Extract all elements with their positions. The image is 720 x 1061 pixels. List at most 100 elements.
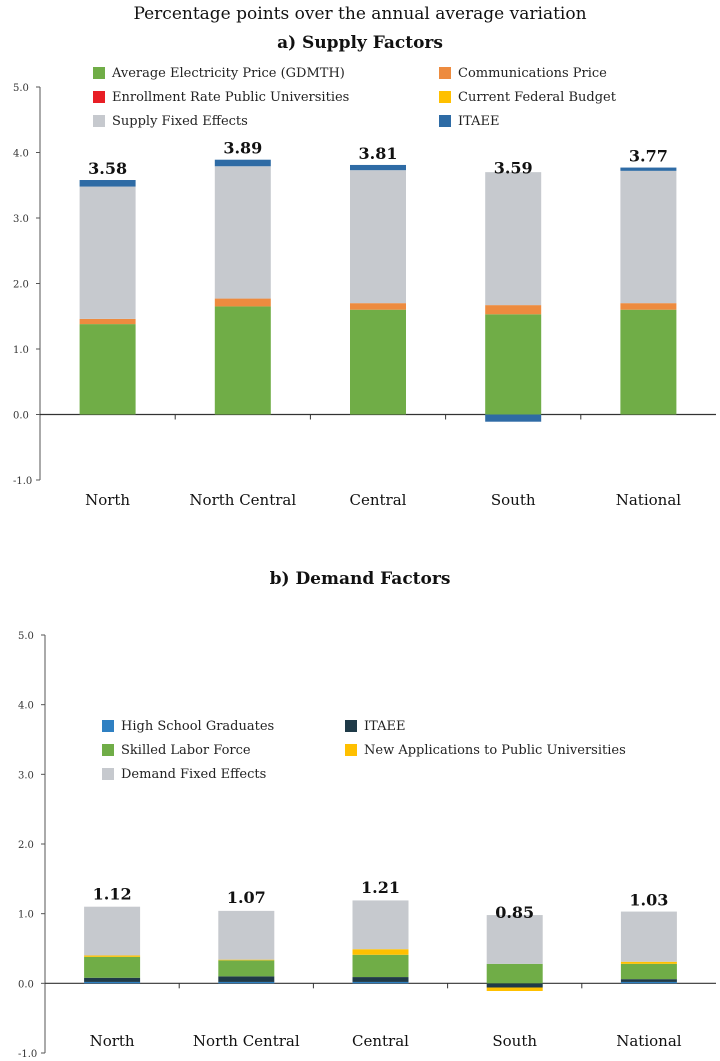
bar-segment-average-electricity-price-gdmth- [350,309,406,415]
bar-segment-communications-price [214,298,271,307]
legend-label: Demand Fixed Effects [121,767,266,782]
bar-segment-demand-fixed-effects [352,900,409,950]
bar-segment-itaee [350,164,406,171]
bar-segment-skilled-labor-force [84,956,141,978]
bar-segment-supply-fixed-effects [79,186,136,319]
bar-total-label: 1.07 [227,888,266,907]
bar-segment-supply-fixed-effects [485,172,542,306]
bar-segment-skilled-labor-force [352,954,409,978]
bar-segment-high-school-graduates [352,981,409,984]
bar-total-label: 3.81 [359,144,398,163]
bar-segment-itaee [214,159,271,167]
bar-total-label: 3.58 [88,159,127,178]
bar-total-label: 0.85 [495,903,534,922]
legend-swatch [439,115,451,127]
bar-segment-average-electricity-price-gdmth- [79,324,136,415]
category-label: Central [350,491,407,509]
bar-segment-itaee [218,976,275,982]
y-tick-label: 1.0 [13,345,29,356]
bar-segment-communications-price [620,303,677,310]
legend-swatch [93,67,105,79]
bar-segment-demand-fixed-effects [486,915,543,964]
category-label: North [90,1032,135,1050]
bar-segment-skilled-labor-force [620,963,677,980]
figure-title: Percentage points over the annual averag… [133,4,587,24]
category-label: South [491,491,536,509]
legend-swatch [345,720,357,732]
bar-segment-skilled-labor-force [486,963,543,984]
category-label: National [616,1032,682,1050]
legend-swatch [439,91,451,103]
legend-swatch [93,91,105,103]
y-tick-label: 0.0 [13,411,29,422]
y-tick-label: 2.0 [18,840,34,851]
legend-label: Current Federal Budget [458,90,617,105]
y-tick-label: 1.0 [18,910,34,921]
y-tick-label: 2.0 [13,280,29,291]
legend-label: Enrollment Rate Public Universities [112,90,349,105]
bar-segment-new-applications-to-public-universities [84,955,141,957]
legend-label: ITAEE [364,719,405,734]
bar-segment-skilled-labor-force [218,960,275,977]
legend-label: New Applications to Public Universities [364,743,626,758]
bar-segment-average-electricity-price-gdmth- [620,309,677,415]
bar-segment-demand-fixed-effects [620,911,677,962]
category-label: North Central [193,1032,300,1050]
bar-segment-new-applications-to-public-universities [486,987,543,991]
bar-segment-high-school-graduates [84,981,141,984]
supply-factors-chart: 5.0 4.0 3.0 2.0 1.0 0.0 -1.0 3.58 North 3.89 North… [13,66,716,509]
category-label: Central [352,1032,409,1050]
y-tick-label: -1.0 [13,476,32,487]
bar-segment-itaee [620,167,677,171]
bar-total-label: 1.12 [93,884,132,903]
bar-segment-supply-fixed-effects [620,170,677,304]
category-label: North [85,491,130,509]
category-label: National [616,491,682,509]
legend-swatch [102,744,114,756]
bar-segment-itaee [486,983,543,988]
legend-swatch [102,768,114,780]
supply-panel-title: a) Supply Factors [277,33,443,53]
legend-label: High School Graduates [121,719,274,734]
y-tick-label: 5.0 [13,83,29,94]
bar-segment-high-school-graduates [620,981,677,984]
y-tick-label: 4.0 [18,701,34,712]
bar-segment-communications-price [79,318,136,325]
bar-segment-new-applications-to-public-universities [218,959,275,961]
bar-segment-average-electricity-price-gdmth- [485,314,542,415]
bar-segment-itaee [485,414,542,422]
legend-swatch [439,67,451,79]
bar-segment-new-applications-to-public-universities [620,961,677,964]
legend-label: ITAEE [458,114,499,129]
bar-segment-high-school-graduates [218,981,275,984]
bar-segment-communications-price [485,305,542,315]
legend-swatch [93,115,105,127]
bar-segment-itaee [352,977,409,982]
bar-segment-supply-fixed-effects [350,170,406,304]
legend-label: Communications Price [458,66,607,81]
legend-label: Average Electricity Price (GDMTH) [111,66,345,81]
legend-swatch [102,720,114,732]
category-label: South [492,1032,537,1050]
legend-label: Supply Fixed Effects [112,114,248,129]
bar-segment-demand-fixed-effects [218,910,275,960]
y-tick-label: 3.0 [13,214,29,225]
bar-total-label: 1.03 [629,891,668,910]
y-tick-label: 0.0 [18,979,34,990]
bar-segment-communications-price [350,303,406,310]
legend-swatch [345,744,357,756]
bar-segment-supply-fixed-effects [214,166,271,299]
y-tick-label: 4.0 [13,149,29,160]
category-label: North Central [189,491,296,509]
y-tick-label: 3.0 [18,770,34,781]
bar-segment-itaee [84,977,141,982]
bar-segment-itaee [620,979,677,982]
legend-label: Skilled Labor Force [121,743,251,758]
y-tick-label: -1.0 [18,1049,37,1060]
bar-segment-average-electricity-price-gdmth- [214,306,271,415]
bar-total-label: 1.21 [361,878,400,897]
bar-segment-itaee [79,180,136,187]
y-tick-label: 5.0 [18,631,34,642]
bar-total-label: 3.59 [494,158,533,177]
